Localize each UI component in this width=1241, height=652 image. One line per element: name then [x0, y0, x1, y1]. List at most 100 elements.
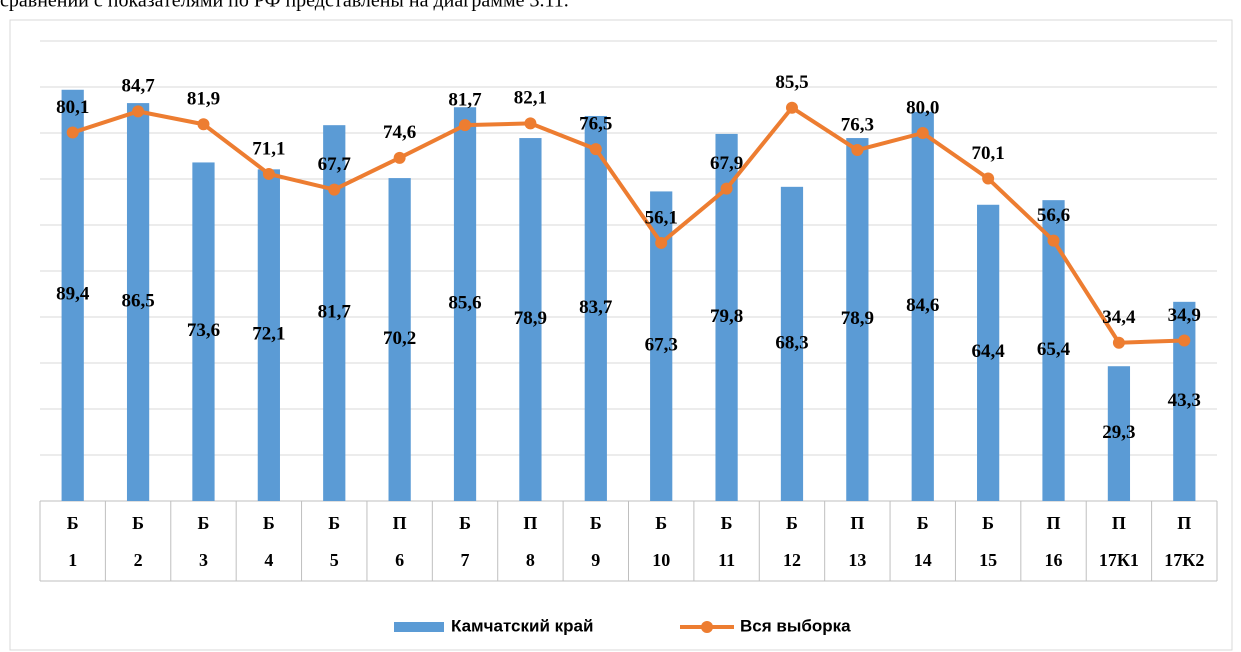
bar: [715, 133, 738, 502]
bar: [453, 107, 477, 502]
category-label: 11: [718, 550, 735, 570]
data-label: 76,3: [841, 114, 874, 135]
data-label: 68,3: [775, 332, 808, 353]
bar: [61, 89, 84, 501]
data-label: 79,8: [710, 306, 743, 327]
line-point: [328, 183, 341, 196]
line-point: [66, 126, 79, 139]
data-label: 70,2: [383, 328, 416, 349]
line-point: [393, 151, 406, 164]
line-point: [1047, 234, 1060, 247]
legend-swatch: [701, 621, 713, 633]
line-point: [655, 236, 668, 249]
category-label: 12: [783, 550, 801, 570]
data-label: 80,0: [906, 97, 939, 118]
line-point: [262, 167, 275, 180]
category-label: 7: [461, 550, 470, 570]
data-label: 78,9: [841, 308, 874, 329]
line-point: [589, 143, 602, 156]
line-point: [132, 105, 145, 118]
line-point: [851, 144, 864, 157]
bar: [323, 125, 346, 502]
data-label: 85,6: [448, 292, 481, 313]
data-label: 78,9: [514, 308, 547, 329]
data-label: 34,4: [1102, 307, 1136, 328]
category-label: 1: [68, 550, 77, 570]
data-label: 73,6: [187, 320, 220, 341]
data-label: 81,7: [318, 301, 352, 322]
category-group-label: П: [1177, 513, 1191, 533]
category-group-label: Б: [328, 513, 340, 533]
category-group-label: Б: [786, 513, 798, 533]
category-group-label: П: [1112, 513, 1126, 533]
category-label: 6: [395, 550, 404, 570]
category-label: 3: [199, 550, 208, 570]
data-label: 67,9: [710, 153, 743, 174]
line-point: [459, 119, 472, 132]
category-group-label: Б: [655, 513, 667, 533]
data-label: 76,5: [579, 113, 612, 134]
bar: [780, 186, 804, 501]
data-label: 56,1: [645, 207, 678, 228]
data-label: 84,7: [121, 76, 155, 97]
bar: [846, 138, 869, 501]
category-group-label: Б: [721, 513, 733, 533]
category-group-label: Б: [459, 513, 471, 533]
category-group-label: Б: [590, 513, 602, 533]
category-label: 5: [330, 550, 339, 570]
data-label: 67,7: [318, 154, 352, 175]
data-label: 82,1: [514, 88, 547, 109]
category-group-label: Б: [198, 513, 210, 533]
data-label: 71,1: [252, 138, 285, 159]
line-point: [720, 182, 733, 195]
data-label: 56,6: [1037, 205, 1070, 226]
category-label: 8: [526, 550, 535, 570]
data-label: 72,1: [252, 324, 285, 345]
data-label: 89,4: [56, 284, 90, 305]
category-group-label: П: [393, 513, 407, 533]
bar: [1107, 366, 1131, 501]
bar: [911, 111, 934, 501]
line-point: [982, 172, 995, 185]
category-group-label: Б: [917, 513, 929, 533]
bar: [650, 191, 673, 502]
line-point: [785, 101, 798, 114]
data-label: 67,3: [645, 335, 678, 356]
category-label: 9: [591, 550, 600, 570]
data-label: 84,6: [906, 295, 939, 316]
category-label: 16: [1045, 550, 1063, 570]
data-label: 74,6: [383, 122, 416, 143]
data-label: 81,9: [187, 89, 220, 110]
category-group-label: П: [523, 513, 537, 533]
legend-swatch: [394, 622, 444, 632]
bar: [977, 204, 1000, 501]
line-point: [197, 118, 210, 131]
category-group-label: П: [850, 513, 864, 533]
category-group-label: Б: [132, 513, 144, 533]
line-point: [1112, 336, 1125, 349]
category-group-label: П: [1047, 513, 1061, 533]
data-label: 65,4: [1037, 339, 1071, 360]
category-label: 17К2: [1164, 550, 1204, 570]
data-label: 70,1: [972, 143, 1005, 164]
category-label: 2: [134, 550, 143, 570]
line-point: [524, 117, 537, 130]
category-group-label: Б: [982, 513, 994, 533]
line-point: [1178, 334, 1191, 347]
category-label: 4: [264, 550, 273, 570]
bar: [584, 115, 607, 501]
bar: [192, 162, 215, 501]
bar: [126, 103, 150, 501]
data-label: 86,5: [121, 290, 154, 311]
line-point: [916, 127, 929, 139]
data-label: 85,5: [775, 72, 808, 93]
bar: [519, 138, 542, 501]
bar: [1042, 200, 1065, 501]
legend-label: Камчатский край: [451, 616, 593, 635]
data-label: 81,7: [448, 90, 482, 111]
data-label: 80,1: [56, 97, 89, 118]
data-label: 29,3: [1102, 422, 1135, 443]
data-label: 34,9: [1168, 305, 1201, 326]
header-text: сравнении с показателями по РФ представл…: [0, 0, 569, 12]
